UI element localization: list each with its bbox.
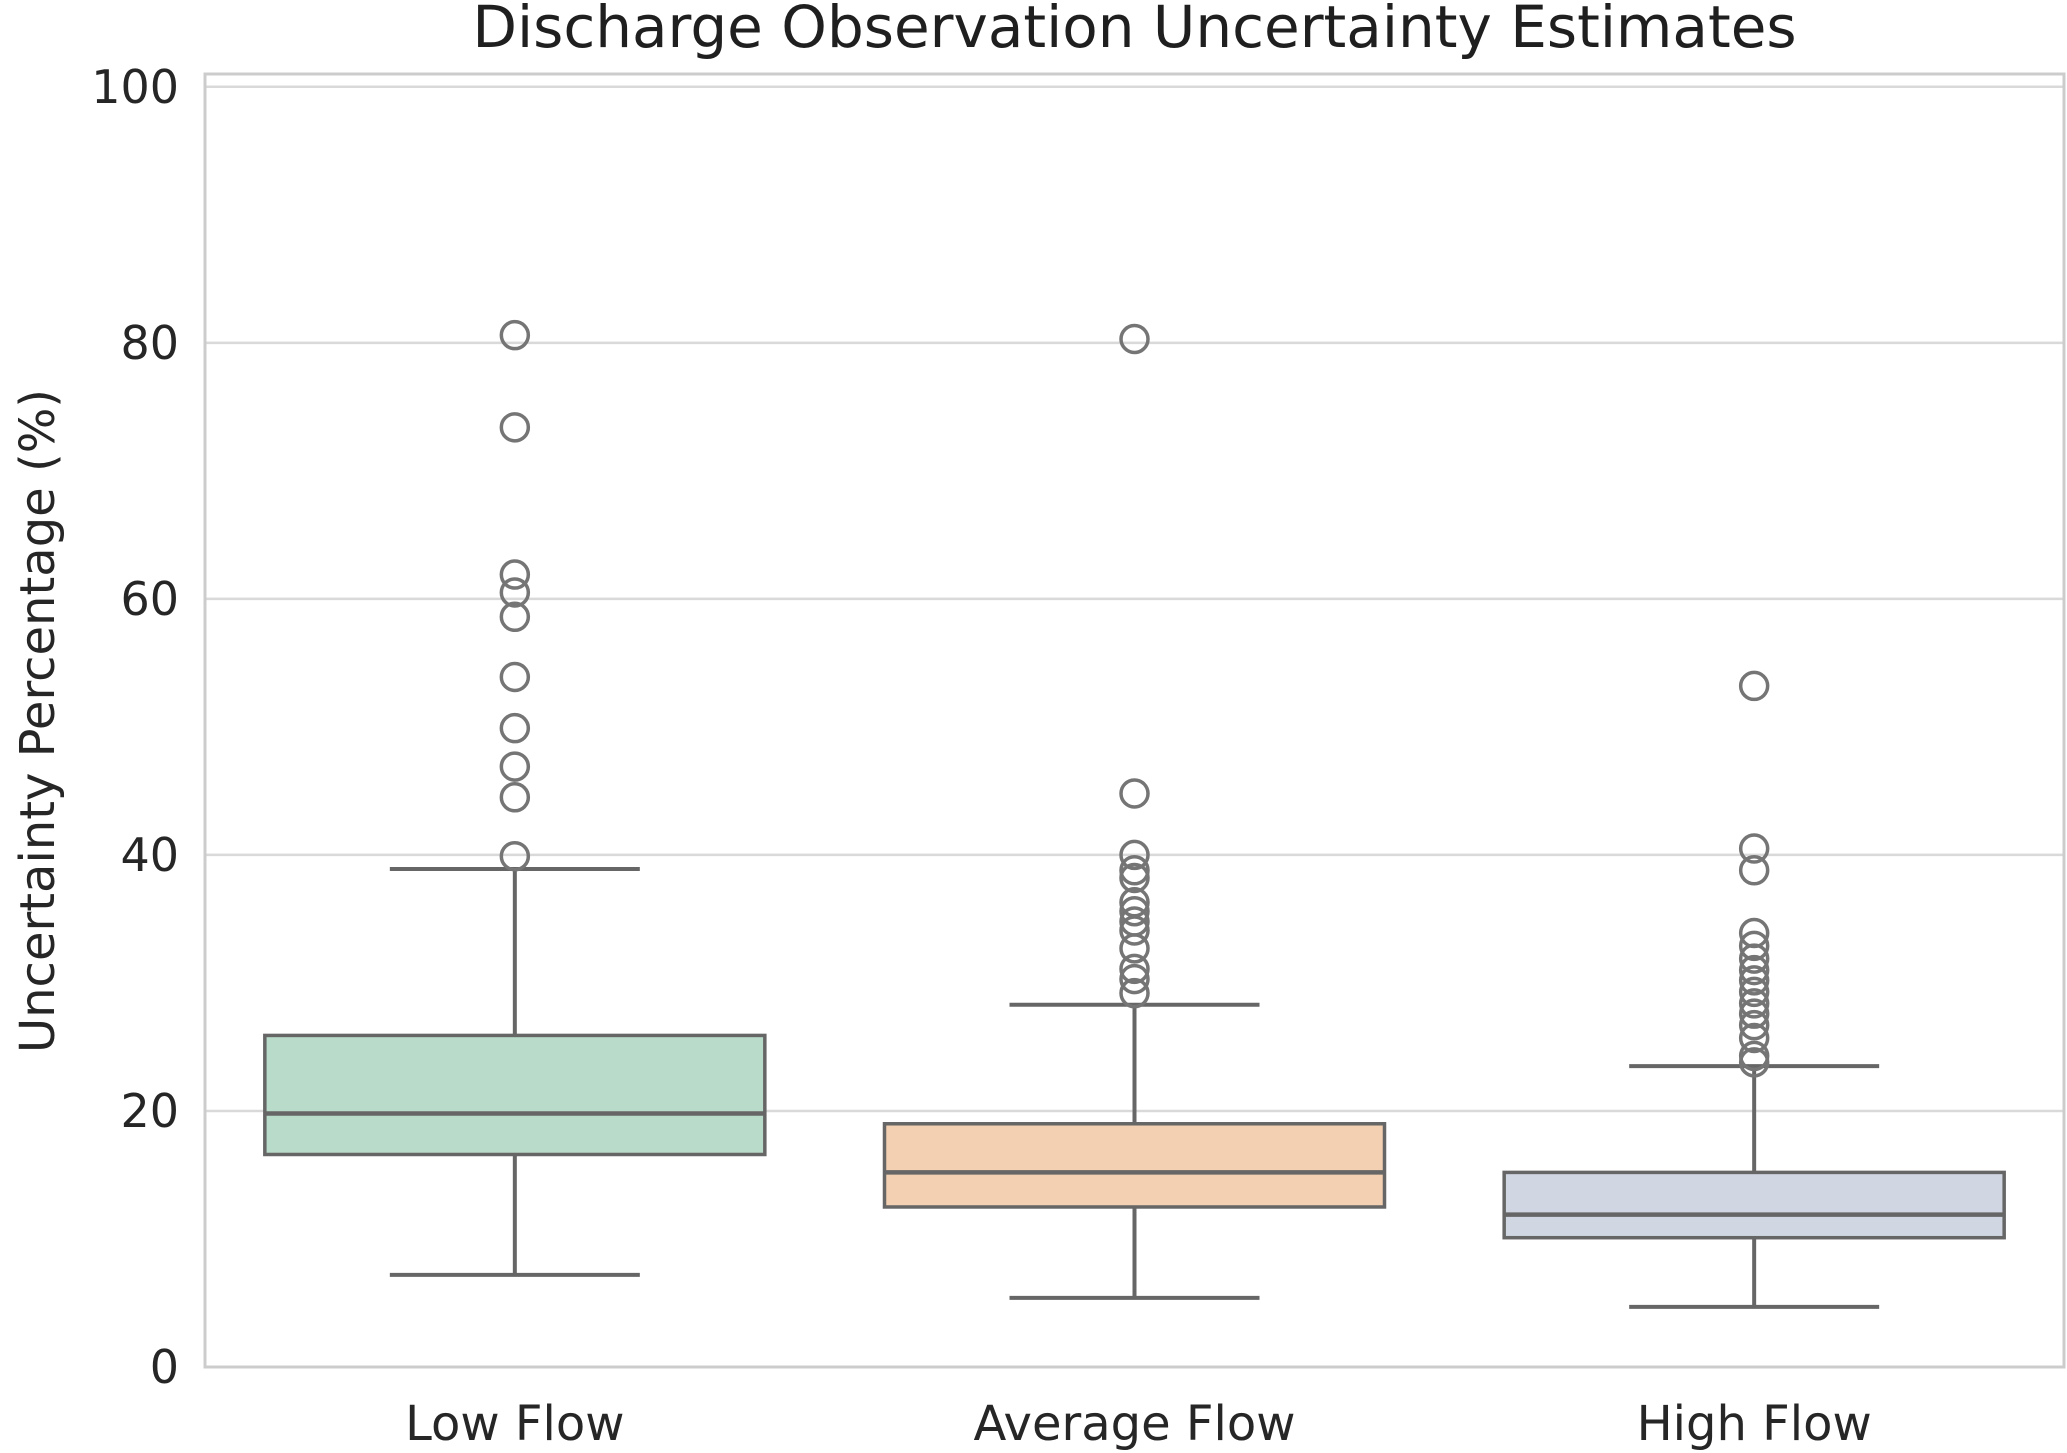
plot-border <box>203 72 2066 1369</box>
box-high-flow <box>1502 1170 2006 1240</box>
y-tick-label-80: 80 <box>120 316 179 370</box>
outlier-average-flow <box>1119 862 1150 894</box>
outlier-low-flow <box>499 577 531 608</box>
chart-title: Discharge Observation Uncertainty Estima… <box>472 0 1797 61</box>
y-tick-label-40: 40 <box>120 828 179 882</box>
outlier-high-flow <box>1738 670 1770 702</box>
outlier-high-flow <box>1738 1009 1770 1041</box>
x-tick-label-low-flow: Low Flow <box>405 1396 624 1452</box>
outlier-low-flow <box>499 601 531 633</box>
outlier-low-flow <box>499 840 531 872</box>
outlier-low-flow <box>499 782 531 813</box>
box-average-flow <box>882 1122 1387 1209</box>
outlier-low-flow <box>499 412 531 443</box>
outlier-high-flow <box>1738 954 1770 986</box>
outlier-average-flow <box>1119 963 1150 995</box>
outlier-high-flow <box>1738 988 1770 1019</box>
outlier-average-flow <box>1119 855 1150 886</box>
y-tick-label-0: 0 <box>150 1340 179 1394</box>
outlier-average-flow <box>1119 895 1150 927</box>
outlier-low-flow <box>499 661 531 693</box>
y-tick-label-20: 20 <box>120 1084 179 1138</box>
y-tick-label-100: 100 <box>91 60 179 114</box>
outlier-high-flow <box>1738 976 1770 1008</box>
outlier-average-flow <box>1119 778 1150 809</box>
x-tick-label-high-flow: High Flow <box>1637 1396 1872 1452</box>
outlier-high-flow <box>1738 855 1770 886</box>
x-tick-label-average-flow: Average Flow <box>974 1396 1296 1452</box>
outlier-low-flow <box>499 319 531 351</box>
outlier-average-flow <box>1119 953 1150 985</box>
outlier-average-flow <box>1119 839 1150 871</box>
box-low-flow <box>263 1033 767 1157</box>
outlier-average-flow <box>1119 977 1150 1009</box>
outlier-low-flow <box>499 751 531 782</box>
outlier-high-flow <box>1738 965 1770 996</box>
outlier-high-flow <box>1738 917 1770 949</box>
outlier-low-flow <box>499 559 531 590</box>
outlier-high-flow <box>1738 930 1770 962</box>
outlier-high-flow <box>1738 998 1770 1029</box>
outlier-average-flow <box>1119 323 1150 355</box>
outlier-high-flow <box>1738 1040 1770 1072</box>
outlier-average-flow <box>1119 887 1150 918</box>
outlier-high-flow <box>1738 833 1770 864</box>
outlier-high-flow <box>1738 1022 1770 1054</box>
outlier-low-flow <box>499 712 531 744</box>
y-tick-label-60: 60 <box>120 572 179 626</box>
outlier-average-flow <box>1119 906 1150 937</box>
